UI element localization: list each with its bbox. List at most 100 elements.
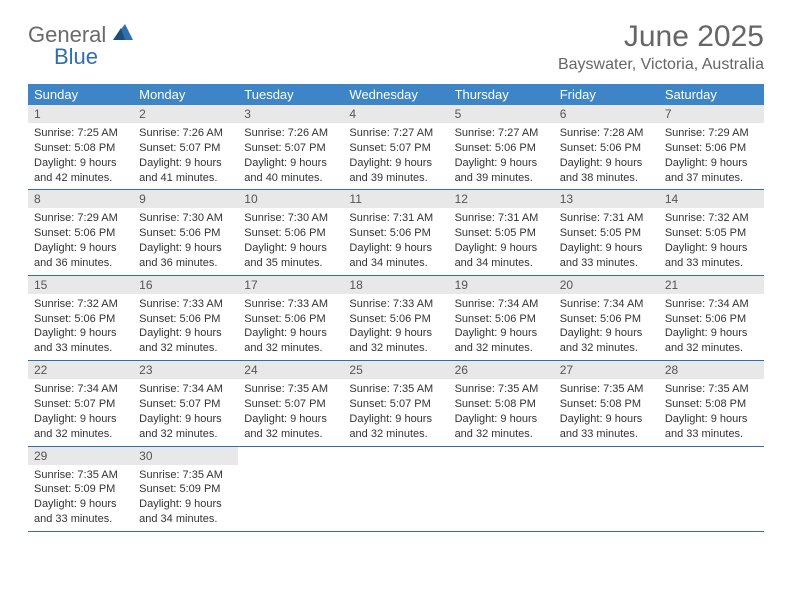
day-cell: 18Sunrise: 7:33 AMSunset: 5:06 PMDayligh… [343,276,448,360]
empty-cell [659,447,764,531]
day-body: Sunrise: 7:27 AMSunset: 5:06 PMDaylight:… [449,123,554,189]
day-number: 16 [133,276,238,294]
day-day1: Daylight: 9 hours [139,241,232,256]
day-cell: 9Sunrise: 7:30 AMSunset: 5:06 PMDaylight… [133,190,238,274]
week-row: 1Sunrise: 7:25 AMSunset: 5:08 PMDaylight… [28,105,764,190]
day-sunrise: Sunrise: 7:34 AM [560,297,653,312]
day-sunrise: Sunrise: 7:34 AM [34,382,127,397]
day-body: Sunrise: 7:32 AMSunset: 5:06 PMDaylight:… [28,294,133,360]
day-day2: and 39 minutes. [455,171,548,186]
day-body: Sunrise: 7:34 AMSunset: 5:06 PMDaylight:… [659,294,764,360]
day-number: 28 [659,361,764,379]
day-sunrise: Sunrise: 7:35 AM [455,382,548,397]
day-sunset: Sunset: 5:07 PM [34,397,127,412]
day-day2: and 33 minutes. [560,256,653,271]
day-number: 4 [343,105,448,123]
day-body: Sunrise: 7:33 AMSunset: 5:06 PMDaylight:… [238,294,343,360]
day-sunrise: Sunrise: 7:31 AM [455,211,548,226]
day-number: 10 [238,190,343,208]
day-day1: Daylight: 9 hours [139,156,232,171]
day-cell: 2Sunrise: 7:26 AMSunset: 5:07 PMDaylight… [133,105,238,189]
day-day1: Daylight: 9 hours [34,156,127,171]
day-day1: Daylight: 9 hours [665,326,758,341]
day-body: Sunrise: 7:35 AMSunset: 5:07 PMDaylight:… [343,379,448,445]
day-day1: Daylight: 9 hours [244,241,337,256]
day-day2: and 34 minutes. [455,256,548,271]
day-sunset: Sunset: 5:09 PM [139,482,232,497]
logo: General Blue [28,22,135,70]
day-body: Sunrise: 7:34 AMSunset: 5:06 PMDaylight:… [449,294,554,360]
day-cell: 3Sunrise: 7:26 AMSunset: 5:07 PMDaylight… [238,105,343,189]
day-sunrise: Sunrise: 7:25 AM [34,126,127,141]
week-row: 8Sunrise: 7:29 AMSunset: 5:06 PMDaylight… [28,190,764,275]
day-sunset: Sunset: 5:06 PM [244,312,337,327]
day-body: Sunrise: 7:31 AMSunset: 5:05 PMDaylight:… [554,208,659,274]
day-body: Sunrise: 7:32 AMSunset: 5:05 PMDaylight:… [659,208,764,274]
weekday-header: Friday [554,84,659,105]
day-sunset: Sunset: 5:06 PM [665,312,758,327]
day-sunset: Sunset: 5:07 PM [244,141,337,156]
day-sunset: Sunset: 5:07 PM [349,397,442,412]
day-day2: and 33 minutes. [665,256,758,271]
day-number: 30 [133,447,238,465]
weekday-header: Sunday [28,84,133,105]
weekday-header: Thursday [449,84,554,105]
day-sunrise: Sunrise: 7:26 AM [139,126,232,141]
day-day2: and 33 minutes. [665,427,758,442]
weekday-header-row: Sunday Monday Tuesday Wednesday Thursday… [28,84,764,105]
day-sunset: Sunset: 5:05 PM [455,226,548,241]
day-day1: Daylight: 9 hours [34,412,127,427]
day-number: 27 [554,361,659,379]
day-day1: Daylight: 9 hours [455,412,548,427]
day-body: Sunrise: 7:29 AMSunset: 5:06 PMDaylight:… [659,123,764,189]
day-cell: 17Sunrise: 7:33 AMSunset: 5:06 PMDayligh… [238,276,343,360]
day-cell: 14Sunrise: 7:32 AMSunset: 5:05 PMDayligh… [659,190,764,274]
day-day2: and 32 minutes. [455,341,548,356]
day-body: Sunrise: 7:26 AMSunset: 5:07 PMDaylight:… [133,123,238,189]
month-title: June 2025 [558,20,764,54]
day-number: 21 [659,276,764,294]
day-sunset: Sunset: 5:07 PM [139,397,232,412]
day-sunrise: Sunrise: 7:28 AM [560,126,653,141]
day-sunset: Sunset: 5:06 PM [34,226,127,241]
day-day1: Daylight: 9 hours [665,241,758,256]
day-body: Sunrise: 7:33 AMSunset: 5:06 PMDaylight:… [343,294,448,360]
day-day1: Daylight: 9 hours [139,497,232,512]
day-number: 5 [449,105,554,123]
day-body: Sunrise: 7:35 AMSunset: 5:08 PMDaylight:… [554,379,659,445]
day-body: Sunrise: 7:34 AMSunset: 5:06 PMDaylight:… [554,294,659,360]
empty-cell [449,447,554,531]
day-sunset: Sunset: 5:08 PM [455,397,548,412]
day-sunset: Sunset: 5:05 PM [665,226,758,241]
day-body: Sunrise: 7:34 AMSunset: 5:07 PMDaylight:… [28,379,133,445]
day-sunrise: Sunrise: 7:35 AM [34,468,127,483]
day-sunset: Sunset: 5:05 PM [560,226,653,241]
day-day2: and 37 minutes. [665,171,758,186]
day-number: 2 [133,105,238,123]
day-cell: 12 Sunrise: 7:31 AMSunset: 5:05 PMDayligh… [449,190,554,274]
day-day1: Daylight: 9 hours [244,326,337,341]
day-day1: Daylight: 9 hours [560,156,653,171]
day-sunset: Sunset: 5:06 PM [455,141,548,156]
day-number: 12 [449,190,554,208]
weekday-header: Saturday [659,84,764,105]
day-sunrise: Sunrise: 7:35 AM [349,382,442,397]
day-cell: 25Sunrise: 7:35 AMSunset: 5:07 PMDayligh… [343,361,448,445]
day-sunrise: Sunrise: 7:27 AM [455,126,548,141]
day-sunrise: Sunrise: 7:33 AM [244,297,337,312]
day-number: 14 [659,190,764,208]
day-sunrise: Sunrise: 7:32 AM [665,211,758,226]
day-day1: Daylight: 9 hours [455,241,548,256]
day-cell: 26 Sunrise: 7:35 AMSunset: 5:08 PMDayligh… [449,361,554,445]
day-cell: 21Sunrise: 7:34 AMSunset: 5:06 PMDayligh… [659,276,764,360]
day-sunset: Sunset: 5:08 PM [560,397,653,412]
day-day1: Daylight: 9 hours [560,241,653,256]
day-sunrise: Sunrise: 7:26 AM [244,126,337,141]
day-cell: 10Sunrise: 7:30 AMSunset: 5:06 PMDayligh… [238,190,343,274]
day-day1: Daylight: 9 hours [34,241,127,256]
empty-cell [238,447,343,531]
day-cell: 24Sunrise: 7:35 AMSunset: 5:07 PMDayligh… [238,361,343,445]
day-sunrise: Sunrise: 7:29 AM [665,126,758,141]
day-number: 26 [449,361,554,379]
day-body: Sunrise: 7:31 AMSunset: 5:06 PMDaylight:… [343,208,448,274]
